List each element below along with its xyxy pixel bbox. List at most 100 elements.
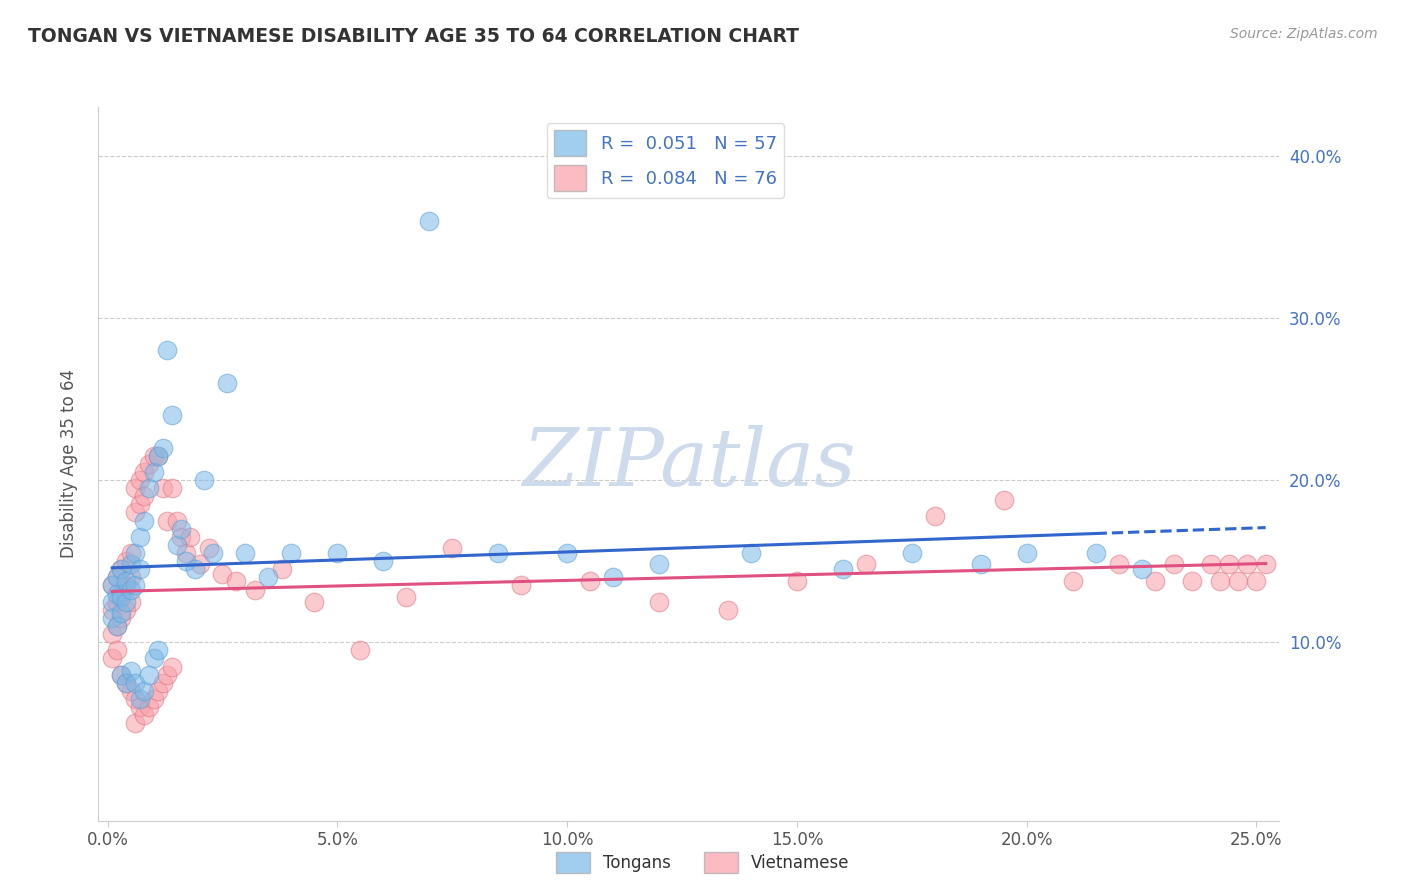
Point bbox=[970, 558, 993, 572]
Point bbox=[124, 506, 146, 520]
Point bbox=[174, 546, 197, 560]
Point bbox=[717, 603, 740, 617]
Point bbox=[142, 692, 165, 706]
Point bbox=[138, 481, 160, 495]
Point bbox=[124, 675, 146, 690]
Point bbox=[134, 514, 156, 528]
Point bbox=[128, 473, 150, 487]
Point bbox=[128, 497, 150, 511]
Point bbox=[1108, 558, 1130, 572]
Point bbox=[901, 546, 924, 560]
Point bbox=[110, 667, 132, 681]
Point bbox=[120, 595, 142, 609]
Point bbox=[1218, 558, 1240, 572]
Point bbox=[120, 665, 142, 679]
Point bbox=[156, 667, 179, 681]
Point bbox=[110, 562, 132, 576]
Point bbox=[120, 583, 142, 598]
Point bbox=[170, 522, 193, 536]
Point bbox=[120, 570, 142, 584]
Point bbox=[1246, 574, 1268, 588]
Point bbox=[120, 558, 142, 572]
Point bbox=[225, 574, 247, 588]
Point bbox=[993, 492, 1015, 507]
Point bbox=[202, 546, 225, 560]
Point bbox=[105, 619, 128, 633]
Point bbox=[120, 684, 142, 698]
Point bbox=[101, 611, 124, 625]
Point bbox=[166, 514, 188, 528]
Point bbox=[115, 603, 138, 617]
Point bbox=[510, 578, 533, 592]
Point bbox=[134, 465, 156, 479]
Point bbox=[1236, 558, 1258, 572]
Point bbox=[156, 514, 179, 528]
Text: ZIPatlas: ZIPatlas bbox=[522, 425, 856, 502]
Point bbox=[105, 619, 128, 633]
Point bbox=[124, 578, 146, 592]
Point bbox=[648, 558, 671, 572]
Point bbox=[924, 508, 946, 523]
Point bbox=[128, 562, 150, 576]
Point bbox=[128, 692, 150, 706]
Point bbox=[1144, 574, 1167, 588]
Point bbox=[304, 595, 326, 609]
Point bbox=[160, 659, 183, 673]
Point bbox=[134, 684, 156, 698]
Point bbox=[1199, 558, 1222, 572]
Point bbox=[146, 643, 169, 657]
Point bbox=[146, 449, 169, 463]
Point bbox=[170, 530, 193, 544]
Legend: R =  0.051   N = 57, R =  0.084   N = 76: R = 0.051 N = 57, R = 0.084 N = 76 bbox=[547, 123, 785, 198]
Point bbox=[486, 546, 509, 560]
Point bbox=[105, 586, 128, 600]
Point bbox=[156, 343, 179, 358]
Point bbox=[648, 595, 671, 609]
Point bbox=[179, 530, 201, 544]
Point bbox=[142, 449, 165, 463]
Point bbox=[211, 567, 233, 582]
Text: TONGAN VS VIETNAMESE DISABILITY AGE 35 TO 64 CORRELATION CHART: TONGAN VS VIETNAMESE DISABILITY AGE 35 T… bbox=[28, 27, 799, 45]
Point bbox=[418, 213, 440, 227]
Point bbox=[166, 538, 188, 552]
Point bbox=[1015, 546, 1038, 560]
Point bbox=[142, 651, 165, 665]
Point bbox=[326, 546, 349, 560]
Point bbox=[184, 562, 207, 576]
Point bbox=[128, 530, 150, 544]
Point bbox=[110, 606, 132, 620]
Point bbox=[1163, 558, 1185, 572]
Point bbox=[579, 574, 602, 588]
Point bbox=[142, 465, 165, 479]
Point bbox=[1062, 574, 1084, 588]
Point bbox=[152, 481, 174, 495]
Text: Source: ZipAtlas.com: Source: ZipAtlas.com bbox=[1230, 27, 1378, 41]
Point bbox=[101, 578, 124, 592]
Point bbox=[105, 643, 128, 657]
Point bbox=[280, 546, 302, 560]
Point bbox=[101, 651, 124, 665]
Point bbox=[115, 595, 138, 609]
Point bbox=[1254, 558, 1277, 572]
Point bbox=[105, 595, 128, 609]
Point bbox=[235, 546, 257, 560]
Point bbox=[128, 700, 150, 714]
Point bbox=[1227, 574, 1250, 588]
Point bbox=[1084, 546, 1107, 560]
Point bbox=[101, 603, 124, 617]
Point bbox=[101, 627, 124, 641]
Point bbox=[786, 574, 808, 588]
Point bbox=[1181, 574, 1204, 588]
Point bbox=[441, 541, 464, 556]
Point bbox=[124, 716, 146, 731]
Point bbox=[105, 570, 128, 584]
Point bbox=[152, 441, 174, 455]
Point bbox=[160, 408, 183, 422]
Point bbox=[138, 457, 160, 471]
Point bbox=[134, 708, 156, 723]
Point bbox=[110, 611, 132, 625]
Point bbox=[105, 570, 128, 584]
Point bbox=[110, 590, 132, 604]
Point bbox=[217, 376, 239, 390]
Point bbox=[257, 570, 280, 584]
